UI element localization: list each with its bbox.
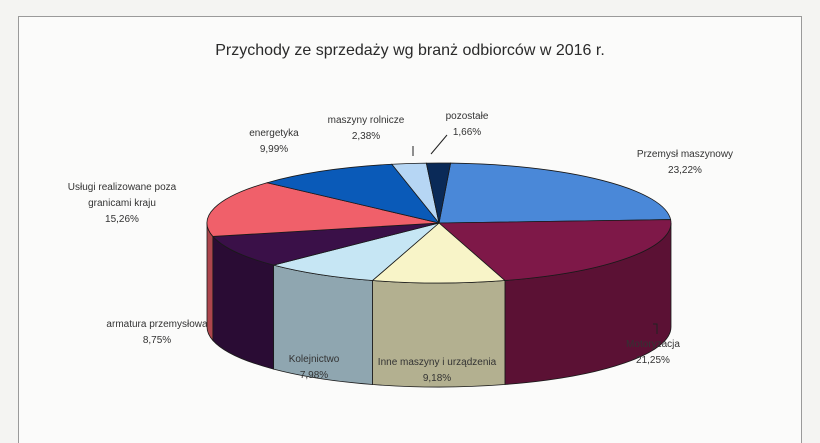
label-leaders <box>412 134 658 334</box>
pie-slice <box>425 162 452 224</box>
pie-slice <box>272 222 440 281</box>
slice-percent-label: 8,75% <box>143 335 171 346</box>
slice-label: Kolejnictwo <box>289 354 340 365</box>
leader-line <box>653 323 658 334</box>
slice-side <box>273 264 373 385</box>
slice-side <box>372 280 506 388</box>
slice-percent-label: 23,22% <box>668 165 702 176</box>
chart-title: Przychody ze sprzedaży wg branż odbiorcó… <box>215 42 605 59</box>
pie-slice <box>437 219 672 281</box>
slice-percent-label: 7,98% <box>300 370 328 381</box>
slice-label: armatura przemysłowa <box>106 319 208 330</box>
pie-slice <box>371 222 506 284</box>
pie-slice <box>265 163 441 224</box>
slice-percent-label: 21,25% <box>636 355 670 366</box>
slice-labels: Przemysł maszynowy 23,22% Motoryzacja 21,25… <box>68 111 733 384</box>
pie-sides <box>206 222 672 388</box>
slice-label: Przemysł maszynowy <box>637 149 733 160</box>
pie-chart: Przychody ze sprzedaży wg branż odbiorcó… <box>68 42 733 388</box>
slice-percent-label: 2,38% <box>352 131 380 142</box>
slice-label: Inne maszyny i urządzenia <box>378 357 497 368</box>
slice-label: Motoryzacja <box>626 339 680 350</box>
slice-label: granicami kraju <box>88 198 156 209</box>
pie-slices <box>206 162 672 284</box>
slice-percent-label: 9,99% <box>260 144 288 155</box>
slice-percent-label: 1,66% <box>453 127 481 138</box>
slice-label: energetyka <box>249 128 299 139</box>
slice-label: pozostałe <box>446 111 489 122</box>
slice-label: Usługi realizowane poza <box>68 182 177 193</box>
pie-slice <box>206 182 440 237</box>
pie-slice <box>438 162 672 224</box>
pie-slice <box>212 222 440 266</box>
slice-side <box>206 222 214 342</box>
slice-percent-label: 9,18% <box>423 373 451 384</box>
leader-line <box>430 134 448 155</box>
chart-frame: Przychody ze sprzedaży wg branż odbiorcó… <box>18 16 802 443</box>
slice-percent-label: 15,26% <box>105 214 139 225</box>
slice-label: maszyny rolnicze <box>328 115 405 126</box>
